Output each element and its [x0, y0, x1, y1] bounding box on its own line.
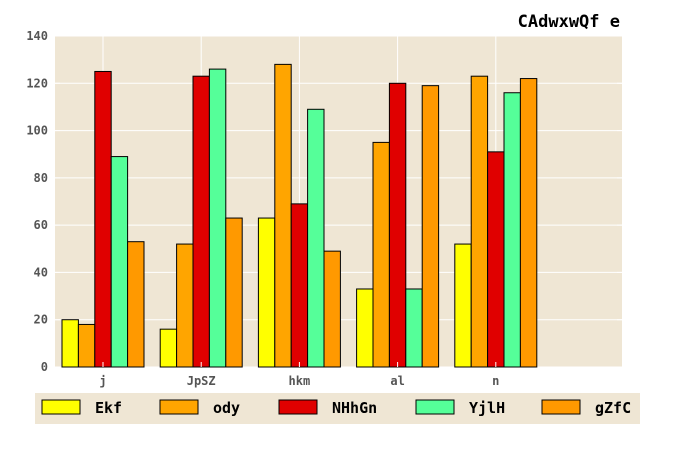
legend-label: YjlH	[469, 399, 505, 417]
x-tick-label: hkm	[289, 374, 311, 388]
bar-YjlH-n	[503, 92, 521, 368]
bar-NHhGn-al	[388, 82, 407, 368]
bar-YjlH-al	[405, 288, 423, 368]
axis-ticks: 0 20 40 60 80 100 120 140 j JpSZ hkm al n	[26, 29, 622, 388]
legend-label: ody	[213, 399, 240, 417]
legend-label: NHhGn	[332, 399, 377, 417]
bar-ody-JpSZ	[176, 243, 194, 368]
bar-Ekf-JpSZ	[159, 328, 178, 368]
bar-YjlH-hkm	[307, 108, 325, 368]
bar-NHhGn-hkm	[290, 203, 309, 368]
bar-ody-n	[470, 75, 489, 368]
bar-gZfC-n	[519, 78, 538, 368]
bar-YjlH-j	[110, 156, 129, 368]
legend-swatch	[159, 399, 199, 415]
x-tick-label: n	[492, 374, 499, 388]
bar-Ekf-n	[454, 243, 472, 368]
y-tick-label: 60	[34, 218, 48, 232]
legend-swatch	[415, 399, 455, 415]
bar-gZfC-hkm	[323, 250, 341, 368]
y-tick-label: 120	[26, 76, 48, 90]
chart-title: CAdwxwQf e	[518, 12, 620, 32]
bar-Ekf-j	[61, 319, 79, 368]
legend-label: gZfC	[595, 399, 631, 417]
x-tick-label: al	[390, 374, 404, 388]
legend-swatch	[541, 399, 581, 415]
bar-ody-al	[372, 141, 390, 368]
legend: Ekf ody NHhGn YjlH gZfC	[41, 399, 631, 417]
bar-Ekf-al	[356, 288, 374, 368]
y-tick-label: 0	[41, 360, 48, 374]
bar-NHhGn-n	[487, 151, 505, 368]
y-tick-label: 40	[34, 265, 48, 279]
bar-NHhGn-JpSZ	[192, 75, 210, 368]
x-tick-label: JpSZ	[187, 374, 216, 388]
legend-swatch	[41, 399, 81, 415]
legend-label: Ekf	[95, 399, 122, 417]
legend-box	[35, 393, 640, 424]
bar-gZfC-al	[421, 85, 440, 368]
bar-Ekf-hkm	[257, 217, 276, 368]
y-tick-label: 140	[26, 29, 48, 43]
bar-ody-j	[77, 323, 96, 368]
bar-NHhGn-j	[94, 70, 112, 368]
bar-ody-hkm	[274, 63, 292, 368]
bar-gZfC-j	[127, 241, 145, 368]
legend-swatch	[278, 399, 318, 415]
y-tick-label: 80	[34, 171, 48, 185]
x-tick-label: j	[99, 374, 106, 388]
bar-gZfC-JpSZ	[225, 217, 243, 368]
bar-YjlH-JpSZ	[208, 68, 227, 368]
y-tick-label: 100	[26, 124, 48, 138]
bars-group	[61, 63, 538, 368]
y-tick-label: 20	[34, 313, 48, 327]
